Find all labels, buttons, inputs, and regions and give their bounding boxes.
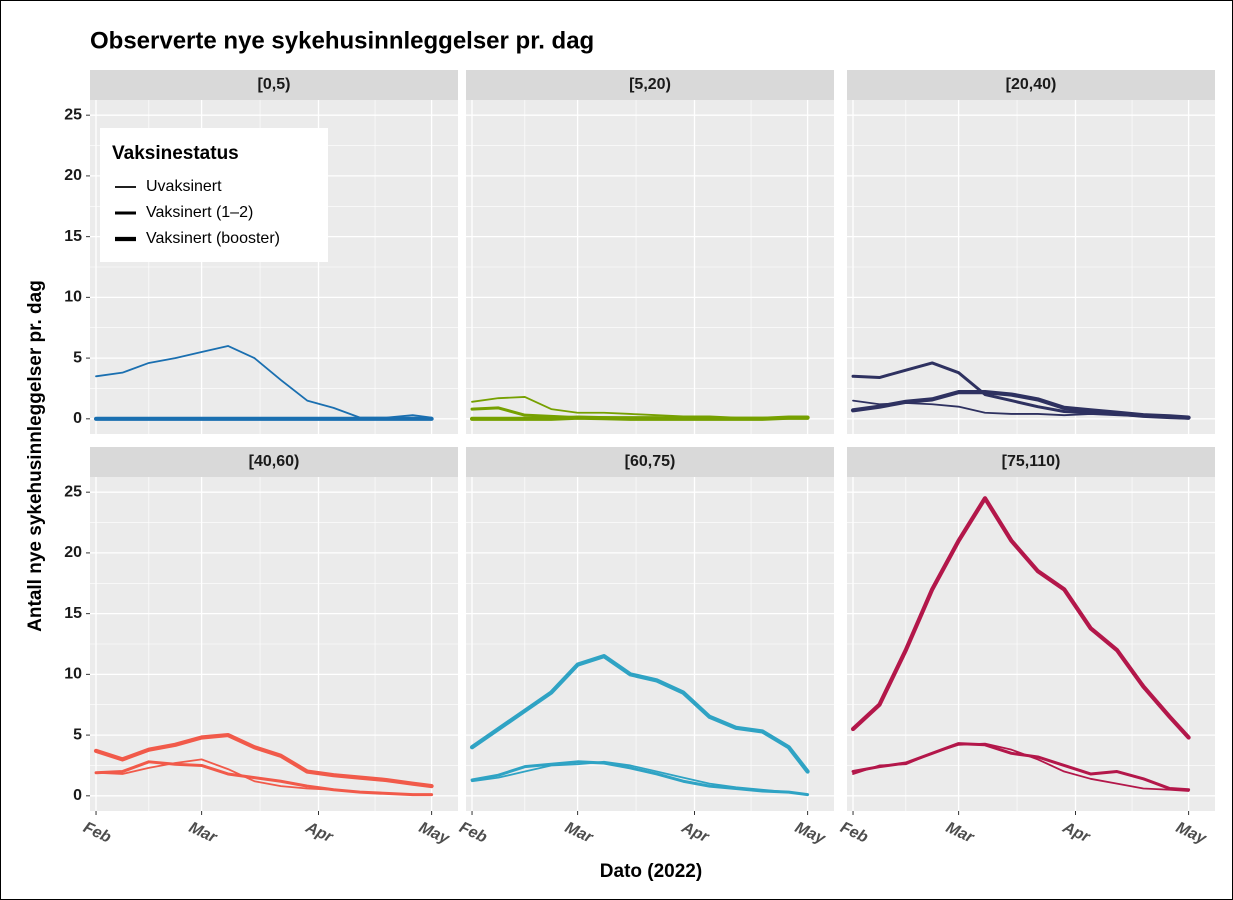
series-line [470, 760, 810, 797]
facet-label: [40,60) [249, 453, 300, 470]
y-tick-label: 25 [64, 106, 82, 123]
facet-label: [75,110) [1002, 453, 1061, 470]
strip [90, 447, 458, 477]
y-tick-label: 20 [64, 167, 82, 184]
y-tick-label: 0 [73, 410, 82, 427]
strip [466, 447, 834, 477]
series-line [93, 732, 434, 789]
chart-title: Observerte nye sykehusinnleggelser pr. d… [90, 27, 594, 54]
series-line [469, 415, 810, 421]
strip [847, 70, 1215, 100]
legend-label: Vaksinert (1–2) [146, 204, 253, 221]
y-axis-title: Antall nye sykehusinnleggelser pr. dag [25, 280, 46, 632]
y-tick-label: 10 [64, 666, 82, 683]
legend-box [100, 128, 328, 262]
series-line [850, 390, 1191, 420]
y-tick-label: 25 [64, 483, 82, 500]
y-tick-label: 5 [73, 726, 82, 743]
legend-label: Uvaksinert [146, 178, 222, 195]
legend-label: Vaksinert (booster) [146, 230, 280, 247]
y-tick-label: 5 [73, 349, 82, 366]
strip [847, 447, 1215, 477]
y-tick-label: 15 [64, 228, 82, 245]
strip [466, 70, 834, 100]
y-tick-label: 10 [64, 289, 82, 306]
facet-label: [60,75) [625, 453, 676, 470]
y-tick-label: 15 [64, 605, 82, 622]
legend-title: Vaksinestatus [112, 143, 239, 164]
facet-label: [20,40) [1006, 76, 1057, 93]
series-line [850, 496, 1191, 740]
facet-label: [5,20) [629, 76, 671, 93]
y-tick-label: 20 [64, 544, 82, 561]
x-axis-title: Dato (2022) [600, 861, 702, 882]
series-line [94, 760, 434, 797]
y-tick-label: 0 [73, 787, 82, 804]
series-line [851, 742, 1191, 792]
facet-label: [0,5) [258, 76, 291, 93]
strip [90, 70, 458, 100]
series-line [469, 654, 810, 774]
